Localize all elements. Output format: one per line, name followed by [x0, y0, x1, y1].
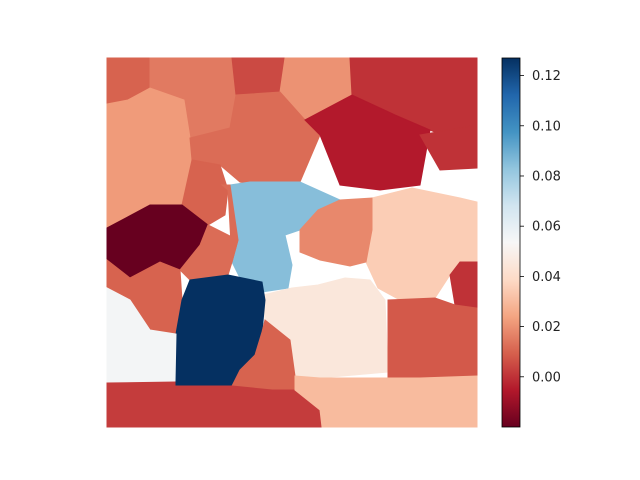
colorbar-tick-label: 0.02 [532, 320, 561, 335]
colorbar-tick-label: 0.12 [532, 69, 561, 84]
region-r09 [419, 124, 478, 171]
region-map [106, 57, 478, 428]
colorbar: 0.00 0.02 0.04 0.06 0.08 0.10 0.12 [501, 57, 561, 428]
colorbar-tick-label: 0.08 [532, 169, 561, 184]
region-r12 [229, 181, 342, 293]
colorbar-tick-label: 0.06 [532, 220, 561, 235]
colorbar-tick-label: 0.04 [532, 270, 561, 285]
colorbar-bar [501, 57, 521, 428]
region-r24 [294, 375, 478, 428]
region-r03 [231, 57, 286, 96]
colorbar-tick-label: 0.10 [532, 119, 561, 134]
region-r21 [387, 297, 478, 379]
region-r23 [106, 381, 323, 428]
region-r25 [220, 184, 239, 263]
colorbar-tick-label: 0.00 [532, 370, 561, 385]
region-r17 [449, 261, 478, 309]
region-r14 [299, 197, 373, 267]
region-r08 [304, 94, 431, 191]
